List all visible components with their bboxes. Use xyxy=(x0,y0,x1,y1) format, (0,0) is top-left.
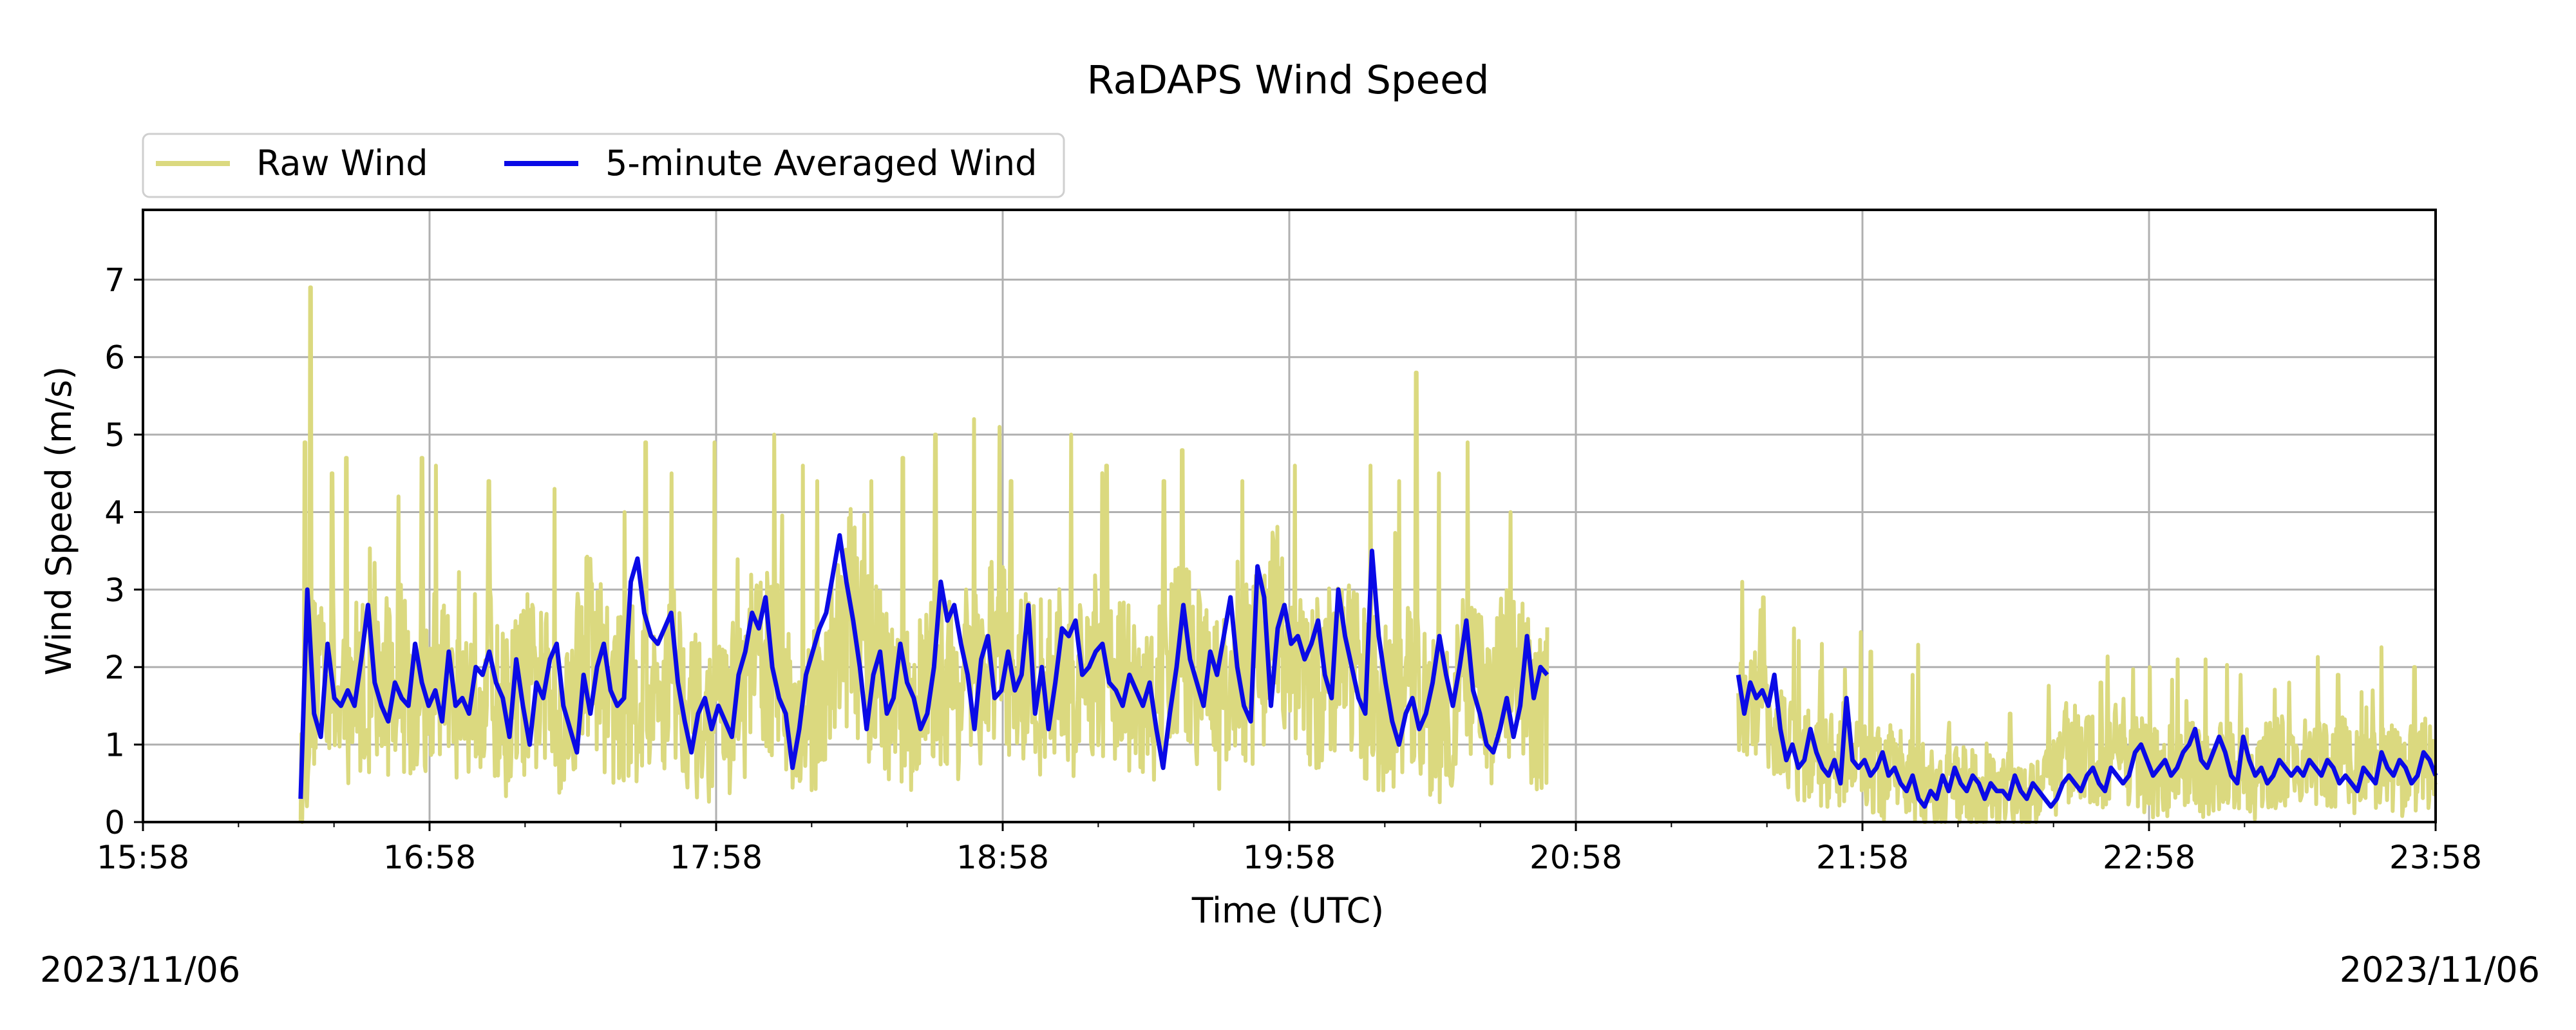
date-right-label: 2023/11/06 xyxy=(2340,950,2540,990)
date-left-label: 2023/11/06 xyxy=(40,950,240,990)
y-tick-label: 0 xyxy=(104,804,125,841)
y-tick-label: 5 xyxy=(104,417,125,454)
chart-title: RaDAPS Wind Speed xyxy=(1087,57,1490,103)
legend: Raw Wind 5-minute Averaged Wind xyxy=(142,133,1065,198)
averaged-wind-series-line xyxy=(1736,672,2438,809)
x-tick-label: 23:58 xyxy=(2389,839,2482,876)
legend-avg-label: 5-minute Averaged Wind xyxy=(605,143,1037,183)
y-axis-label: Wind Speed (m/s) xyxy=(39,366,79,675)
y-tick-label: 3 xyxy=(104,572,125,609)
x-tick-label: 20:58 xyxy=(1530,839,1622,876)
x-tick-label: 16:58 xyxy=(383,839,476,876)
x-axis-label: Time (UTC) xyxy=(1191,890,1385,931)
y-tick-label: 2 xyxy=(104,649,125,686)
legend-raw-label: Raw Wind xyxy=(256,143,428,183)
x-tick-label: 21:58 xyxy=(1816,839,1909,876)
x-tick-label: 15:58 xyxy=(97,839,189,876)
averaged-wind-series-line xyxy=(298,533,1549,800)
plot-area: 15:58 16:58 17:58 18:58 19:58 20:58 21:58 22:58… xyxy=(97,209,2482,876)
x-tick-label: 17:58 xyxy=(670,839,762,876)
y-tick-label: 7 xyxy=(104,261,125,299)
y-tick-label: 4 xyxy=(104,494,125,531)
x-tick-label: 19:58 xyxy=(1243,839,1336,876)
raw-wind-series-line xyxy=(298,285,1549,824)
x-tick-label: 18:58 xyxy=(956,839,1049,876)
y-tick-label: 1 xyxy=(104,727,125,764)
x-tick-label: 22:58 xyxy=(2103,839,2195,876)
y-tick-label: 6 xyxy=(104,339,125,377)
raw-wind-series-line xyxy=(1736,579,2438,824)
